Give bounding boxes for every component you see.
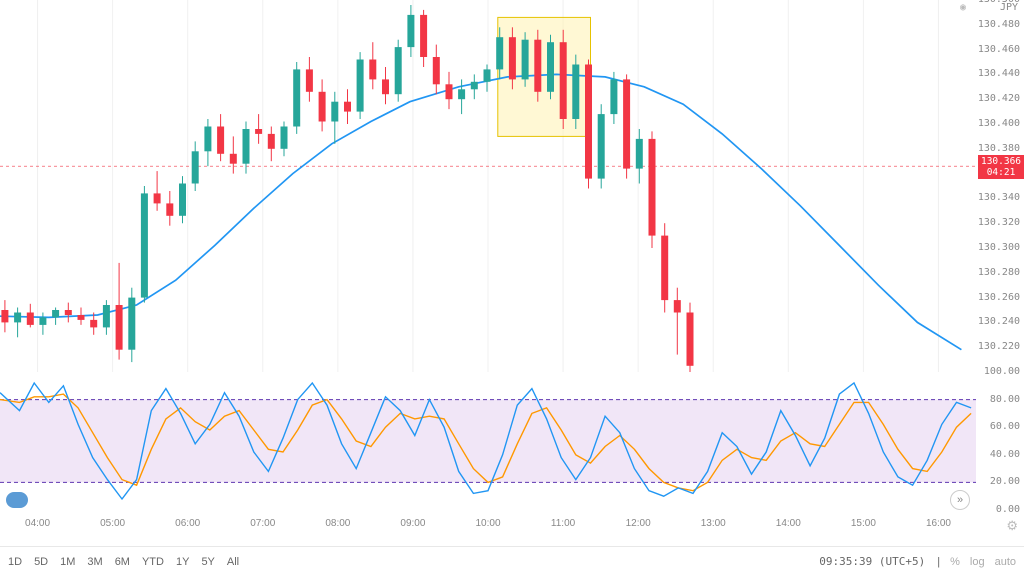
timeframe-All[interactable]: All (227, 556, 239, 568)
auto-toggle[interactable]: auto (995, 556, 1016, 568)
timeframe-YTD[interactable]: YTD (142, 556, 164, 568)
stoch-chart[interactable] (0, 372, 976, 510)
timeframe-5D[interactable]: 5D (34, 556, 48, 568)
timeframe-6M[interactable]: 6M (115, 556, 130, 568)
cloud-icon[interactable] (6, 492, 28, 508)
price-chart[interactable] (0, 0, 976, 372)
bottom-toolbar: 1D5D1M3M6MYTD1Y5YAll 09:35:39 (UTC+5) | … (0, 546, 1024, 576)
timeframe-1M[interactable]: 1M (60, 556, 75, 568)
current-price-tag: 130.36604:21 (978, 155, 1024, 179)
price-axis[interactable]: JPY ◉ 130.500130.480130.460130.440130.42… (976, 0, 1024, 372)
timeframe-5Y[interactable]: 5Y (201, 556, 214, 568)
time-axis[interactable]: 04:0005:0006:0007:0008:0009:0010:0011:00… (0, 516, 976, 534)
timeframe-1D[interactable]: 1D (8, 556, 22, 568)
clock[interactable]: 09:35:39 (UTC+5) (819, 555, 925, 568)
eye-icon[interactable]: ◉ (960, 2, 966, 13)
gear-icon[interactable]: ⚙ (1006, 518, 1018, 534)
stoch-axis[interactable]: 100.0080.0060.0040.0020.000.00 (976, 372, 1024, 510)
log-toggle[interactable]: log (970, 556, 985, 568)
scroll-right-button[interactable]: » (950, 490, 970, 510)
timeframe-1Y[interactable]: 1Y (176, 556, 189, 568)
timeframe-3M[interactable]: 3M (87, 556, 102, 568)
percent-toggle[interactable]: % (950, 556, 960, 568)
